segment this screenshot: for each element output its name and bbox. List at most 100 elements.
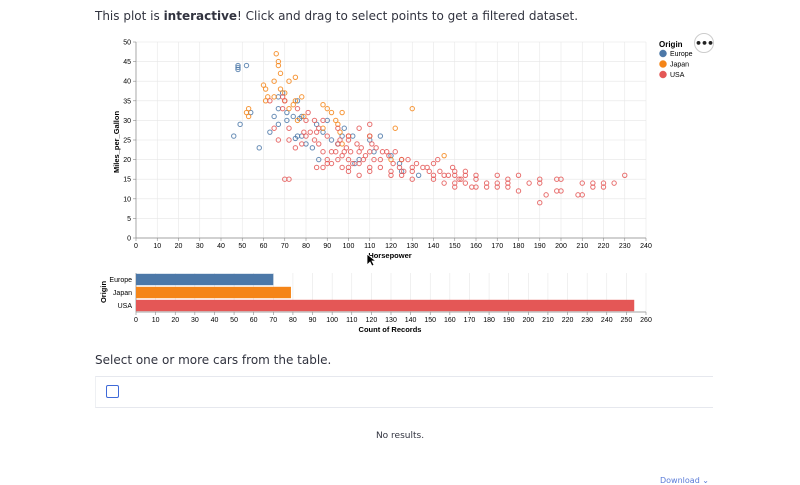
scatter-point-usa[interactable]: [367, 149, 373, 155]
scatter-point-japan[interactable]: [333, 117, 339, 124]
scatter-point-usa[interactable]: [339, 164, 345, 171]
scatter-point-japan[interactable]: [282, 90, 288, 96]
scatter-point-usa[interactable]: [379, 149, 386, 155]
scatter-points[interactable]: [231, 51, 628, 206]
scatter-point-usa[interactable]: [390, 160, 396, 167]
scatter-point-usa[interactable]: [356, 160, 362, 167]
scatter-point-usa[interactable]: [279, 105, 286, 112]
scatter-point-usa[interactable]: [373, 145, 379, 151]
scatter-point-usa[interactable]: [275, 137, 282, 143]
scatter-point-usa[interactable]: [320, 117, 326, 124]
scatter-point-usa[interactable]: [537, 180, 543, 186]
scatter-point-europe[interactable]: [267, 129, 273, 135]
scatter-point-europe[interactable]: [309, 145, 316, 151]
legend-swatch-japan[interactable]: [659, 60, 667, 68]
scatter-point-usa[interactable]: [311, 137, 318, 143]
scatter-point-japan[interactable]: [320, 102, 326, 108]
scatter-point-europe[interactable]: [377, 133, 384, 139]
scatter-point-japan[interactable]: [265, 94, 271, 100]
scatter-point-usa[interactable]: [367, 121, 373, 128]
scatter-point-usa[interactable]: [441, 172, 447, 178]
chart-actions-menu-button[interactable]: •••: [694, 33, 714, 53]
scatter-point-usa[interactable]: [341, 149, 347, 155]
bar-japan[interactable]: [136, 286, 291, 299]
scatter-point-usa[interactable]: [430, 172, 437, 178]
scatter-point-usa[interactable]: [335, 156, 341, 163]
scatter-point-usa[interactable]: [305, 109, 311, 116]
scatter-point-usa[interactable]: [294, 105, 301, 112]
scatter-point-usa[interactable]: [356, 149, 362, 155]
scatter-point-usa[interactable]: [356, 172, 362, 178]
scatter-point-japan[interactable]: [286, 105, 292, 112]
scatter-point-usa[interactable]: [345, 168, 352, 175]
scatter-point-usa[interactable]: [515, 188, 522, 194]
scatter-point-usa[interactable]: [435, 156, 441, 163]
scatter-point-usa[interactable]: [452, 172, 458, 178]
bar-usa[interactable]: [136, 299, 635, 312]
scatter-point-europe[interactable]: [275, 94, 282, 100]
scatter-point-usa[interactable]: [303, 133, 309, 139]
scatter-point-japan[interactable]: [301, 113, 307, 120]
scatter-point-europe[interactable]: [339, 133, 345, 139]
scatter-point-usa[interactable]: [458, 176, 464, 182]
scatter-point-usa[interactable]: [350, 160, 356, 167]
scatter-point-europe[interactable]: [294, 98, 301, 104]
scatter-point-usa[interactable]: [367, 168, 373, 175]
scatter-point-japan[interactable]: [292, 74, 299, 80]
scatter-point-usa[interactable]: [409, 168, 415, 175]
scatter-point-usa[interactable]: [303, 117, 309, 124]
scatter-point-usa[interactable]: [590, 180, 596, 186]
scatter-point-europe[interactable]: [243, 62, 250, 69]
scatter-point-japan[interactable]: [328, 109, 335, 116]
scatter-point-europe[interactable]: [271, 113, 277, 120]
scatter-point-usa[interactable]: [324, 133, 330, 139]
scatter-point-usa[interactable]: [286, 176, 292, 182]
scatter-point-japan[interactable]: [243, 109, 250, 116]
scatter-point-usa[interactable]: [301, 129, 307, 135]
scatter-point-usa[interactable]: [279, 94, 286, 100]
scatter-point-usa[interactable]: [345, 133, 352, 139]
scatter-point-usa[interactable]: [328, 149, 335, 155]
scatter-point-usa[interactable]: [401, 168, 407, 175]
scatter-point-usa[interactable]: [420, 164, 426, 171]
scatter-point-japan[interactable]: [260, 82, 267, 88]
scatter-point-usa[interactable]: [328, 160, 335, 167]
scatter-point-usa[interactable]: [611, 180, 617, 186]
scatter-point-usa[interactable]: [347, 149, 354, 155]
scatter-point-usa[interactable]: [579, 180, 585, 186]
scatter-point-usa[interactable]: [316, 141, 322, 147]
scatter-point-europe[interactable]: [292, 135, 299, 142]
scatter-point-usa[interactable]: [430, 160, 437, 167]
scatter-point-japan[interactable]: [271, 78, 277, 84]
bar-europe[interactable]: [136, 273, 274, 286]
scatter-point-usa[interactable]: [505, 180, 511, 186]
scatter-point-usa[interactable]: [515, 172, 522, 178]
scatter-point-usa[interactable]: [494, 172, 500, 178]
scatter-point-europe[interactable]: [316, 156, 322, 163]
scatter-point-usa[interactable]: [437, 168, 443, 175]
scatter-point-usa[interactable]: [456, 176, 462, 182]
scatter-point-usa[interactable]: [358, 145, 364, 151]
scatter-point-europe[interactable]: [299, 113, 305, 120]
scatter-point-japan[interactable]: [277, 70, 284, 77]
scatter-point-usa[interactable]: [388, 172, 394, 178]
scatter-point-japan[interactable]: [271, 94, 277, 100]
scatter-point-usa[interactable]: [449, 164, 456, 171]
scatter-point-usa[interactable]: [324, 160, 330, 167]
scatter-point-usa[interactable]: [335, 141, 341, 147]
scatter-point-europe[interactable]: [341, 125, 347, 131]
scatter-point-usa[interactable]: [345, 156, 352, 163]
scatter-point-japan[interactable]: [245, 105, 252, 112]
scatter-point-usa[interactable]: [579, 192, 585, 198]
scatter-point-usa[interactable]: [307, 129, 313, 135]
scatter-point-japan[interactable]: [339, 109, 345, 116]
scatter-point-usa[interactable]: [526, 180, 532, 186]
scatter-point-usa[interactable]: [354, 141, 360, 147]
scatter-point-usa[interactable]: [554, 188, 560, 194]
scatter-point-usa[interactable]: [494, 180, 500, 186]
scatter-point-usa[interactable]: [473, 172, 479, 178]
scatter-point-japan[interactable]: [262, 86, 269, 92]
scatter-point-usa[interactable]: [286, 137, 292, 143]
scatter-point-japan[interactable]: [286, 78, 292, 84]
